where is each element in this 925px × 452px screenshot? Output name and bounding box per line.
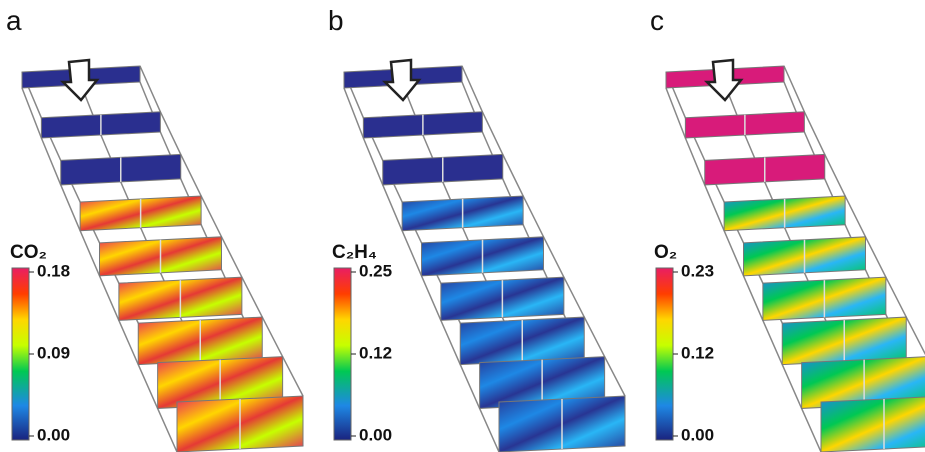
colorbar-title: O₂ xyxy=(654,242,677,263)
colorbar-title: C₂H₄ xyxy=(332,242,377,263)
colorbar-tick-label: 0.23 xyxy=(681,261,714,280)
colorbar-tick-label: 0.18 xyxy=(37,261,70,280)
colorbar-tick-label: 0.00 xyxy=(37,425,70,444)
colorbar-tick-label: 0.09 xyxy=(37,343,70,362)
figure: a CO₂0.18 0.09 0.00 b C₂H₄0.25 0.12 0.00 c O₂0.23… xyxy=(0,0,925,452)
panel-label: c xyxy=(650,5,664,36)
colorbar-title: CO₂ xyxy=(10,242,47,263)
slice xyxy=(821,396,925,452)
panel-label: b xyxy=(328,5,344,36)
colorbar xyxy=(334,268,351,440)
colorbar-tick-label: 0.25 xyxy=(359,261,392,280)
panel: c O₂0.23 0.12 0.00 xyxy=(650,5,925,452)
colorbar-tick-label: 0.00 xyxy=(359,425,392,444)
colorbar xyxy=(656,268,673,440)
panel-label: a xyxy=(6,5,22,36)
colorbar-tick-label: 0.12 xyxy=(359,343,392,362)
colorbar-tick-label: 0.00 xyxy=(681,425,714,444)
colorbar-tick-label: 0.12 xyxy=(681,343,714,362)
colorbar xyxy=(12,268,29,440)
